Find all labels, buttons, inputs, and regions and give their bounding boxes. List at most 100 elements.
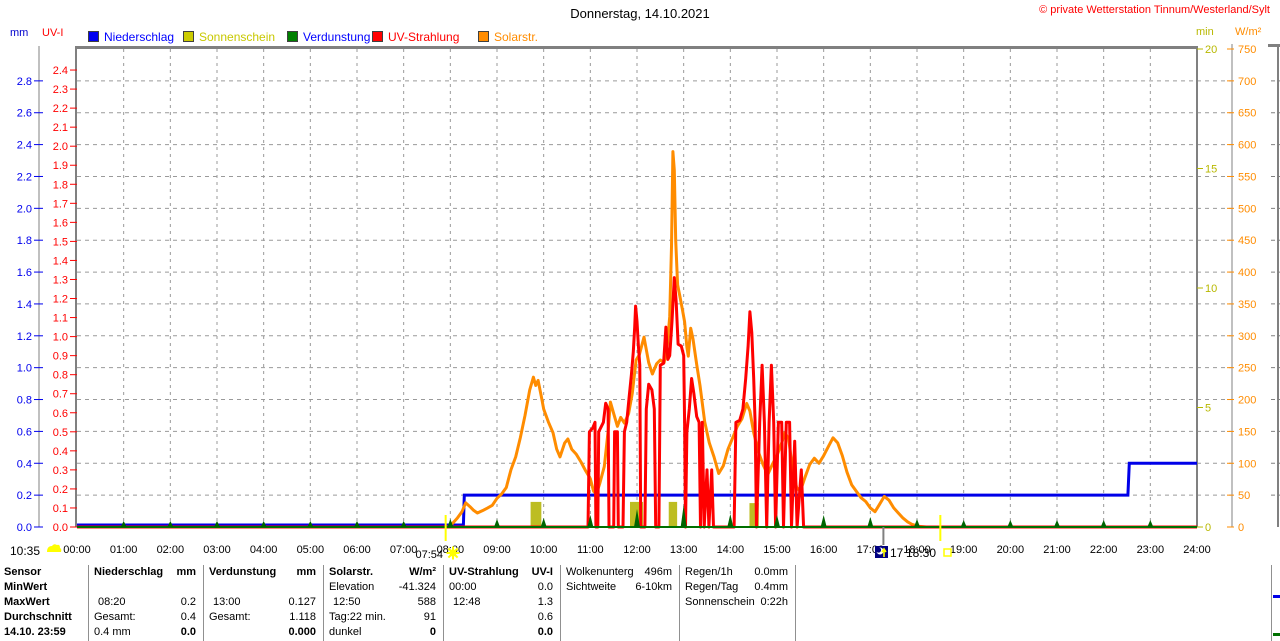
evaporation-tick	[1100, 520, 1107, 527]
stat-cell: Wolkenunterg	[566, 566, 634, 578]
axis-tick-label: 10:00	[530, 544, 558, 556]
axis-tick-label: 0.2	[53, 484, 68, 496]
stat-cell: dunkel	[329, 626, 362, 638]
axis-tick-label: 1.3	[53, 274, 68, 286]
sunshine-bar	[668, 501, 678, 527]
stat-cell: UV-Strahlung	[449, 566, 519, 578]
evaporation-tick	[774, 515, 780, 527]
stat-cell: 14.10. 23:59	[4, 626, 66, 638]
stat-cell: 0.0mm	[754, 566, 788, 578]
stat-cell: Sichtweite	[566, 581, 617, 593]
axis-tick-label: 2.1	[53, 122, 68, 134]
axis-tick-label: 1.4	[53, 255, 68, 267]
axis-tick-label: 5	[1205, 403, 1211, 415]
axis-tick-label: 700	[1238, 76, 1256, 88]
axis-tick-label: 650	[1238, 108, 1256, 120]
axis-tick-label: 05:00	[297, 544, 325, 556]
moonrise-icon	[47, 544, 62, 552]
axis-tick-label: 21:00	[1043, 544, 1071, 556]
axis-tick-label: 150	[1238, 426, 1256, 438]
page-title: Donnerstag, 14.10.2021	[570, 6, 710, 21]
axis-tick-label: 0.9	[53, 351, 68, 363]
stat-cell: 0:22h	[760, 596, 788, 608]
table-column-separator	[323, 565, 324, 641]
axis-tick-label: 01:00	[110, 544, 138, 556]
axis-tick-label: 1.8	[17, 235, 32, 247]
evaporation-tick	[494, 519, 500, 527]
axis-tick-label: 2.3	[53, 84, 68, 96]
axis-tick-label: 0.1	[53, 503, 68, 515]
axis-tick-label: 13:00	[670, 544, 698, 556]
axis-tick-label: 2.4	[17, 140, 32, 152]
stat-cell: 13:00	[213, 596, 241, 608]
axis-tick-label: 750	[1238, 44, 1256, 56]
cutoff-legend-swatch	[1273, 633, 1280, 636]
stats-table: Sensor MinWert MaxWert Durchschnitt 14.10. 2…	[0, 563, 1280, 641]
copyright-note: © private Wetterstation Tinnum/Westerlan…	[1039, 4, 1270, 16]
axis-tick-label: 2.8	[17, 76, 32, 88]
stat-cell: Elevation	[329, 581, 375, 593]
stat-cell: 588	[417, 596, 436, 608]
table-column-separator	[1271, 565, 1272, 641]
axis-tick-label: 0.0	[53, 522, 68, 534]
stat-cell: Gesamt:	[94, 611, 136, 623]
sunset-icon	[943, 548, 952, 557]
axis-tick-label: 18:30	[906, 546, 936, 560]
axis-tick-label: 15	[1205, 164, 1217, 176]
legend-swatch-icon	[287, 31, 298, 42]
axis-tick-label: 2.0	[53, 141, 68, 153]
axis-tick-label: 400	[1238, 267, 1256, 279]
axis-tick-label: 300	[1238, 331, 1256, 343]
axis-tick-label: 250	[1238, 363, 1256, 375]
stat-cell: 91	[423, 611, 436, 623]
axis-tick-label: 0.4	[17, 458, 32, 470]
stat-cell: 12:50	[333, 596, 361, 608]
stat-cell: 0.0	[537, 581, 553, 593]
evaporation-tick	[167, 521, 174, 527]
axis-tick-label: 22:00	[1090, 544, 1118, 556]
legend-label: Sonnenschein	[199, 30, 276, 44]
axis-tick-label: 0.8	[17, 395, 32, 407]
stat-cell: Solarstr.	[329, 566, 374, 578]
evaporation-tick	[1054, 520, 1060, 527]
evaporation-tick	[867, 517, 874, 527]
stat-cell: Regen/1h	[685, 566, 733, 578]
stat-cell: mm	[296, 566, 316, 578]
stat-cell: Tag:22 min.	[329, 611, 386, 623]
axis-tick-label: 2.0	[17, 203, 32, 215]
legend-item-uvstrahlung: UV-Strahlung	[372, 30, 459, 44]
legend-label: Verdunstung	[303, 30, 371, 44]
legend-swatch-icon	[183, 31, 194, 42]
axis-tick-label: 19:00	[950, 544, 978, 556]
evaporation-tick	[820, 515, 827, 527]
axis-tick-label: 07:54	[415, 549, 443, 561]
axis-tick-label: 20	[1205, 44, 1217, 56]
evaporation-tick	[1007, 520, 1014, 527]
stat-cell: Sonnenschein	[685, 596, 755, 608]
axis-tick-label: 1.1	[53, 313, 68, 325]
legend-item-solarstr: Solarstr.	[478, 30, 538, 44]
axis-tick-label: 0.6	[17, 426, 32, 438]
evaporation-tick	[260, 521, 267, 527]
axis-tick-label: 1.9	[53, 160, 68, 172]
axis-tick-label: 03:00	[203, 544, 231, 556]
table-column-separator	[443, 565, 444, 641]
sun-icon	[454, 554, 459, 559]
solar-line	[77, 150, 1197, 529]
axis-tick-label: 50	[1238, 490, 1250, 502]
cutoff-legend-swatch	[1273, 595, 1280, 598]
sunshine-bar	[530, 501, 542, 527]
stat-cell: 0.6	[537, 611, 553, 623]
stat-cell: 0	[429, 626, 436, 638]
table-column-separator	[88, 565, 89, 641]
axis-tick-label: 24:00	[1183, 544, 1211, 556]
axis-tick-label: 1.2	[53, 294, 68, 306]
evaporation-tick	[120, 521, 127, 527]
plot-border-left	[75, 46, 77, 527]
weather-chart: 0.0 0.2 0.4 0.6 0.8 1.0 1.2 1.4 1.6 1.8 2.0 2.2 2.4 2…	[10, 44, 1280, 561]
stat-cell: 0.0	[180, 626, 196, 638]
stat-cell: Gesamt:	[209, 611, 251, 623]
left-axis-unit-uvi: UV-I	[42, 27, 64, 39]
stat-cell: 0.4 mm	[94, 626, 131, 638]
